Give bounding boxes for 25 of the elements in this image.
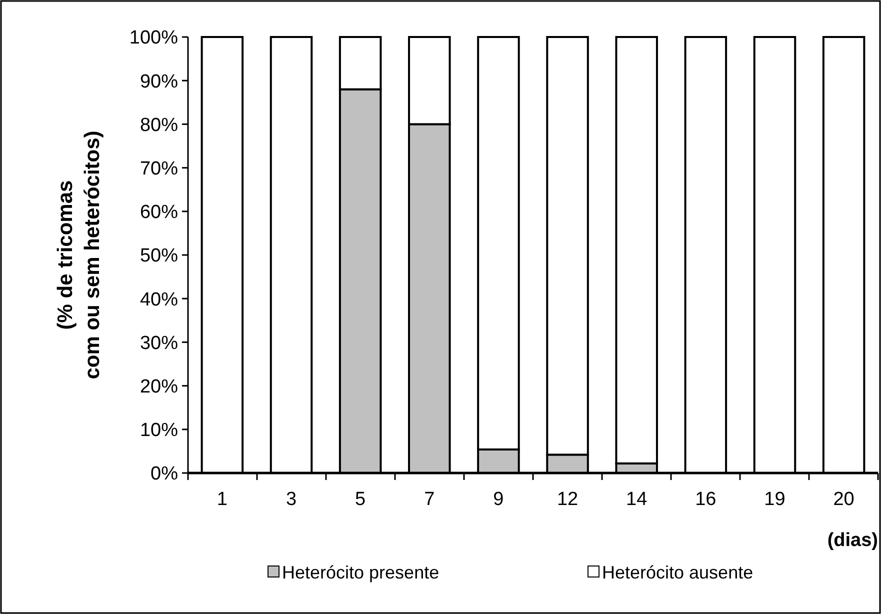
x-tick-label: 3 <box>286 489 297 510</box>
x-tick-label: 12 <box>556 489 578 510</box>
y-tick-label: 70% <box>140 158 178 180</box>
x-tick-label: 9 <box>493 489 504 510</box>
x-tick-label: 20 <box>833 489 854 510</box>
y-tick-label: 60% <box>140 202 178 224</box>
x-tick-label: 5 <box>355 489 366 510</box>
y-tick-label: 50% <box>140 246 178 267</box>
x-tick-label: 1 <box>216 489 228 510</box>
y-tick-label: 100% <box>129 28 178 49</box>
x-tick-label: 14 <box>626 489 648 510</box>
y-tick-label: 90% <box>140 71 178 92</box>
y-tick-label: 30% <box>140 332 178 354</box>
x-tick-label: 7 <box>424 489 435 510</box>
y-axis-title: (% de tricomas com ou sem heterócitos) <box>54 130 104 380</box>
y-tick-label: 20% <box>140 376 178 398</box>
y-tick-label: 0% <box>150 464 178 485</box>
legend-label: Heterócito presente <box>282 562 440 582</box>
x-tick-label: 16 <box>695 489 716 510</box>
x-tick-label: 19 <box>764 489 786 510</box>
y-tick-label: 40% <box>140 289 178 310</box>
x-axis-title: (dias) <box>827 530 878 551</box>
y-tick-label: 80% <box>140 114 178 136</box>
y-tick-label: 10% <box>140 420 178 442</box>
legend-label: Heterócito ausente <box>602 562 754 582</box>
